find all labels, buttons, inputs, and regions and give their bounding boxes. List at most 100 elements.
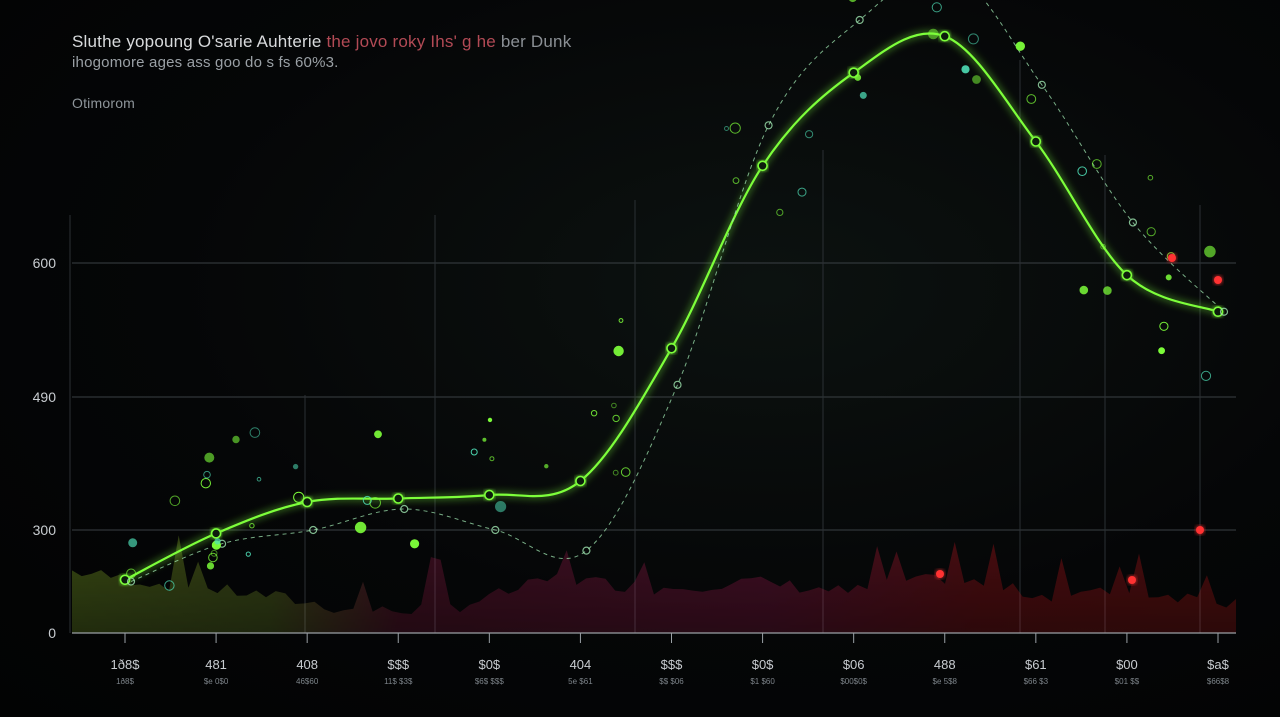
- particle-dot: [1077, 166, 1087, 176]
- x-tick-label: 488: [934, 657, 956, 672]
- series-1-point: [301, 496, 313, 508]
- particle-dot: [776, 208, 784, 216]
- x-tick-label: $06: [843, 657, 865, 672]
- series-2-point: [673, 380, 682, 389]
- particle-dot: [1079, 285, 1089, 295]
- series-1-point: [666, 342, 677, 354]
- x-tick-label: 404: [570, 657, 592, 672]
- particle-dot: [487, 417, 493, 423]
- x-tick-label: 481: [205, 657, 227, 672]
- red-marker: [936, 570, 944, 578]
- particle-dot: [214, 538, 221, 545]
- particle-dot: [203, 470, 211, 479]
- particle-dot: [1015, 41, 1025, 51]
- x-tick-sublabel: $01 $$: [1115, 677, 1140, 686]
- particle-dot: [1147, 174, 1154, 181]
- x-tick-sublabel: $6$ $$$: [475, 677, 504, 686]
- particle-dot: [369, 497, 382, 509]
- series-1-point: [210, 528, 222, 539]
- particle-dot: [293, 491, 305, 503]
- particle-dot: [482, 437, 487, 442]
- red-marker: [1214, 276, 1222, 284]
- particle-dot: [256, 476, 262, 482]
- particle-dot: [164, 580, 175, 591]
- particle-dot: [204, 452, 215, 463]
- particle-dot: [849, 0, 857, 3]
- series-2-point: [1128, 218, 1138, 227]
- series-2-point: [309, 525, 318, 535]
- x-tick-label: $a$: [1207, 657, 1229, 672]
- chart-caption: Otimorom: [72, 95, 136, 111]
- particle-dot: [126, 568, 137, 579]
- particle-dot: [859, 91, 867, 99]
- particle-dot: [210, 549, 218, 557]
- particle-dot: [1158, 347, 1165, 355]
- particle-dot: [611, 402, 617, 409]
- chart-subtitle: ihogomore ages ass goo do s fs 60%3.: [72, 54, 339, 71]
- particle-dot: [613, 345, 624, 357]
- particle-dot: [470, 448, 478, 456]
- x-tick-sublabel: 1ð8$: [116, 677, 134, 686]
- particle-dot: [618, 318, 624, 323]
- title-tail: ber Dunk: [500, 32, 572, 51]
- series-line-2: [130, 0, 1225, 582]
- x-tick-sublabel: $e 5$8: [933, 677, 958, 686]
- particle-dot: [206, 562, 215, 570]
- particle-dot: [245, 551, 251, 557]
- particle-dot: [1091, 159, 1102, 169]
- x-tick-sublabel: $00$0$: [840, 677, 867, 686]
- series-2-point: [1037, 80, 1046, 89]
- particle-dot: [169, 495, 181, 507]
- particle-dot: [724, 126, 729, 131]
- particle-dot: [1204, 245, 1216, 258]
- particle-dot: [128, 538, 138, 548]
- particle-dot: [805, 130, 814, 139]
- particle-dot: [729, 122, 741, 134]
- title-main: Sluthe yopoung O'sarie Auhterie: [72, 32, 322, 51]
- series-2-point: [491, 525, 500, 535]
- volume-series: [72, 535, 1236, 633]
- y-tick-label: 600: [33, 255, 57, 271]
- particle-dot: [797, 187, 807, 197]
- series-2-point: [855, 15, 864, 25]
- red-marker: [1128, 576, 1136, 584]
- particle-dot: [495, 501, 507, 513]
- particle-dot: [1165, 274, 1172, 281]
- particle-dot: [967, 33, 979, 45]
- particle-dot: [249, 523, 255, 529]
- series-lines: [124, 0, 1225, 582]
- x-tick-label: $00: [1116, 657, 1138, 672]
- series-line-1: [124, 32, 1219, 581]
- particle-dot: [928, 28, 939, 40]
- x-tick-label: 1ð8$: [111, 657, 141, 672]
- particle-dot: [590, 410, 598, 417]
- particle-dot: [972, 75, 981, 84]
- particle-dot: [249, 427, 261, 438]
- red-marker: [1196, 526, 1204, 534]
- x-tick-label: $0$: [478, 657, 500, 672]
- particle-dot: [1100, 243, 1106, 250]
- x-tick-label: 408: [296, 657, 318, 672]
- series-1-point: [1212, 306, 1224, 318]
- series-1-point: [939, 30, 951, 42]
- series-2-point: [1219, 307, 1229, 316]
- x-tick-sublabel: $66$8: [1207, 677, 1230, 686]
- particle-dot: [961, 65, 970, 74]
- particle-dot: [489, 456, 495, 462]
- x-tick-sublabel: $$ $06: [659, 677, 684, 686]
- series-1-point: [484, 489, 495, 501]
- scatter-dots: [119, 0, 1229, 591]
- x-tick-label: $0$: [752, 657, 774, 672]
- particle-dot: [1026, 94, 1037, 104]
- particle-dot: [1146, 227, 1156, 237]
- y-tick-label: 490: [33, 389, 57, 405]
- series-1-point: [1121, 269, 1133, 281]
- series-2-point: [582, 546, 591, 555]
- particle-dot: [362, 495, 372, 505]
- particle-dot: [410, 539, 420, 549]
- x-tick-sublabel: $e 0$0: [204, 677, 229, 686]
- series-1-point: [575, 475, 586, 487]
- series-1-point: [392, 493, 404, 504]
